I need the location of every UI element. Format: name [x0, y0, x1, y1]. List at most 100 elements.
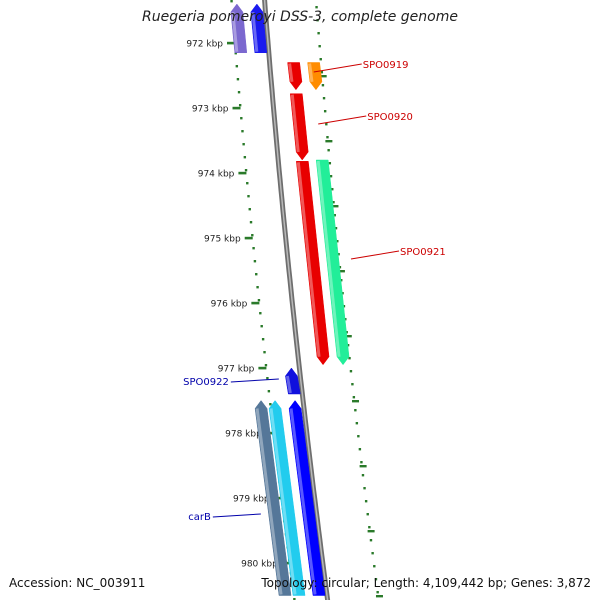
outer-dash [331, 205, 339, 208]
outer-dot [349, 370, 353, 373]
ruler-dot [257, 299, 261, 302]
gene-label-carB: carB [188, 512, 211, 523]
outer-dot [374, 578, 378, 581]
gene-label-SPO0920: SPO0920 [367, 112, 413, 123]
ruler-tick-label: 978 kbp [225, 430, 262, 440]
ruler-dot [266, 377, 269, 380]
gene-label-leader [212, 513, 261, 518]
outer-dot [338, 266, 342, 269]
ruler-tick [238, 171, 247, 175]
outer-dot [345, 331, 348, 334]
outer-dot [334, 227, 338, 230]
ruler-dot [264, 364, 268, 367]
outer-dash [375, 595, 383, 598]
gene-label-SPO0921: SPO0921 [400, 247, 446, 258]
ruler-dot [235, 65, 239, 68]
outer-dash [319, 75, 327, 78]
ruler-dot [267, 390, 271, 393]
genome-summary: Topology: circular; Length: 4,109,442 bp… [261, 576, 591, 590]
ruler-dot [238, 104, 242, 107]
ruler-tick-label: 972 kbp [186, 40, 223, 50]
gene-feature-shine [289, 408, 317, 595]
outer-dot [346, 344, 350, 347]
ruler-dot [249, 221, 253, 224]
gene-feature-f6 [296, 161, 330, 366]
ruler-tick-label: 977 kbp [218, 365, 255, 375]
ruler-dot [248, 208, 251, 211]
outer-dot [358, 448, 362, 451]
ruler-dot [252, 247, 255, 250]
map-title: Ruegeria pomeroyi DSS-3, complete genome [142, 9, 458, 25]
ruler-dot [256, 286, 259, 289]
gene-labels: SPO0919 SPO0920 SPO0921 SPO0922 carB [183, 60, 446, 523]
outer-dot [355, 422, 359, 425]
ruler-dot [242, 143, 245, 146]
gene-feature-shine [269, 408, 297, 595]
outer-dash [359, 465, 367, 468]
outer-dot [315, 6, 318, 9]
ruler-dot [241, 130, 244, 133]
ruler-dot [251, 234, 254, 237]
outer-dot [318, 45, 321, 48]
outer-dot [319, 58, 322, 61]
ruler-dot [246, 182, 249, 185]
ruler-dot [234, 52, 237, 55]
gene-features [230, 3, 350, 596]
ruler-dot [247, 195, 250, 198]
outer-dot [327, 149, 330, 152]
outer-dot [373, 565, 376, 568]
outer-dot [321, 84, 325, 87]
gene-feature-shine [296, 162, 321, 357]
ruler-tick-label: 975 kbp [204, 235, 241, 245]
outer-dash [337, 270, 345, 273]
ruler-tick [232, 106, 241, 110]
gene-feature-f2 [250, 3, 268, 53]
outer-dot [364, 500, 368, 503]
outer-dot [368, 526, 371, 529]
ruler-tick-label: 974 kbp [198, 170, 235, 180]
gene-feature-carB [254, 400, 292, 596]
ruler-dot [269, 403, 272, 406]
ruler-tick-label: 979 kbp [233, 495, 270, 505]
ruler-dot [293, 598, 296, 600]
outer-dot [337, 253, 340, 256]
ruler-dot [253, 260, 257, 263]
outer-dot [366, 513, 369, 516]
outer-dot [363, 487, 366, 490]
accession-label: Accession: NC_003911 [9, 576, 146, 590]
ruler-dot [255, 273, 258, 276]
gene-feature-shine [255, 408, 283, 595]
gene-feature-shine [288, 63, 294, 82]
gene-feature-SPO0922 [285, 367, 301, 395]
outer-dash [352, 400, 360, 403]
ruler-tick-label: 973 kbp [192, 105, 229, 115]
ruler-major-ticks: 972 kbp 973 kbp 974 kbp 975 kbp 976 kbp 977 k… [186, 40, 290, 570]
gene-feature-SPO0919 [287, 62, 303, 91]
gene-feature-f1 [230, 3, 248, 53]
ruler-tick [258, 366, 267, 370]
gene-feature-f9 [288, 400, 326, 596]
gene-feature-shine [251, 11, 259, 52]
outer-dot [317, 32, 320, 35]
ruler-tick-label: 976 kbp [211, 300, 248, 310]
gene-label-leader [350, 250, 400, 260]
gene-label-leader [318, 115, 367, 125]
gene-feature-shine [316, 160, 341, 357]
outer-dash [367, 530, 375, 533]
outer-dot [360, 461, 363, 464]
outer-dot [326, 136, 329, 139]
gene-feature-f4 [307, 62, 323, 91]
ruler-dot [237, 91, 241, 94]
outer-dot [351, 383, 354, 386]
outer-dash [325, 140, 333, 143]
backbone-highlight [263, 0, 329, 600]
outer-dot [320, 71, 324, 74]
ruler-dot [261, 338, 265, 341]
outer-dot [325, 123, 328, 126]
outer-dot [323, 110, 327, 113]
outer-dot [361, 474, 365, 477]
gene-label-SPO0922: SPO0922 [183, 377, 229, 388]
outer-dot [336, 240, 339, 243]
gene-feature-f10 [268, 400, 306, 596]
